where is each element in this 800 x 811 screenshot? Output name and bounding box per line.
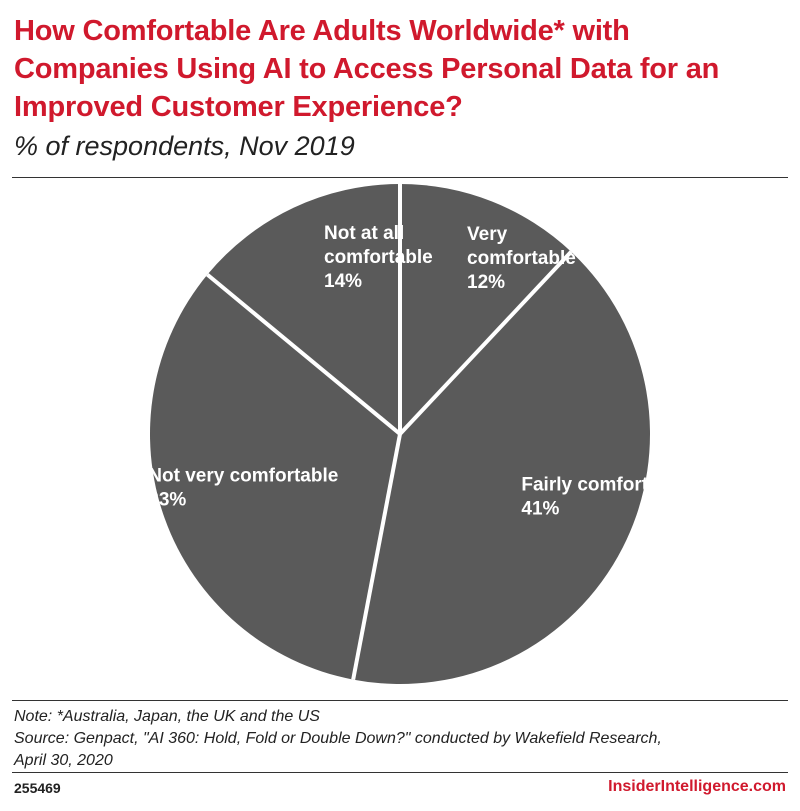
pie-slice-not-at-all-comfortable (207, 184, 400, 434)
slice-label-line: comfortable (467, 248, 576, 269)
footer-divider (12, 772, 788, 773)
slice-label-line: 12% (467, 272, 505, 293)
pie-chart: Very comfortable 12% Fairly comfortable 41% N… (148, 184, 686, 684)
slice-label-not-at-all-comfortable: Not at all comfortable 14% (324, 223, 433, 292)
slice-separator (398, 250, 573, 436)
slice-label-line: 41% (521, 499, 559, 520)
slice-label-very-comfortable: Very comfortable 12% (467, 224, 576, 293)
chart-subtitle: % of respondents, Nov 2019 (14, 131, 355, 161)
chart-title: How Comfortable Are Adults Worldwide* wi… (14, 15, 720, 123)
slice-separator (206, 273, 402, 436)
slice-label-fairly-comfortable: Fairly comfortable 41% (521, 475, 686, 520)
source-note: Note: *Australia, Japan, the UK and the … (14, 706, 790, 772)
pie-slice-fairly-comfortable (353, 251, 650, 684)
source-date-line: April 30, 2020 (14, 752, 113, 769)
pie-slice-not-very-comfortable (149, 274, 400, 680)
slice-label-not-very-comfortable: Not very comfortable 33% (148, 465, 338, 510)
top-divider (12, 177, 788, 178)
brand-logo-text: InsiderIntelligence.com (608, 778, 786, 795)
source-line: Source: Genpact, "AI 360: Hold, Fold or … (14, 730, 662, 747)
slice-label-line: Fairly comfortable (521, 475, 686, 496)
slice-label-line: 33% (148, 489, 186, 510)
notes-divider (12, 700, 788, 701)
slice-separator (351, 433, 402, 680)
pie-slice-very-comfortable (400, 184, 572, 434)
note-line: Note: *Australia, Japan, the UK and the … (14, 708, 320, 725)
slice-label-line: comfortable (324, 247, 433, 268)
slice-label-line: 14% (324, 271, 362, 292)
slice-label-line: Not very comfortable (148, 465, 338, 486)
slice-label-line: Very (467, 224, 508, 245)
slice-label-line: Not at all (324, 223, 404, 244)
chart-id: 255469 (14, 780, 61, 796)
